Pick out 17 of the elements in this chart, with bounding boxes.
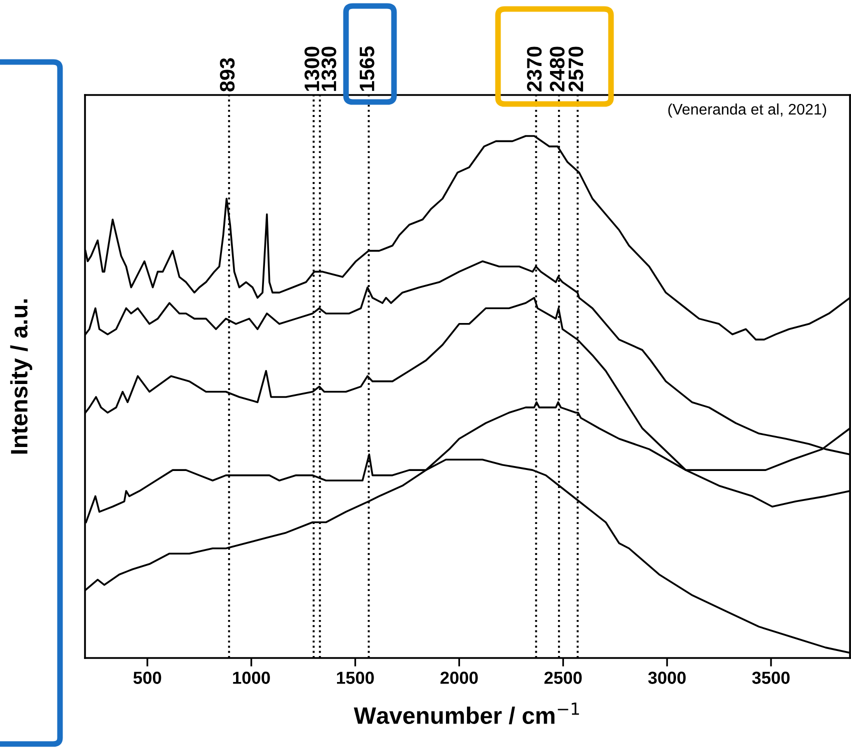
ref-line-label: 1300 <box>304 46 320 91</box>
text: (Veneranda et al, 2021) <box>668 103 826 118</box>
x-tick-label: 1000 <box>233 672 270 684</box>
ref-line-label: 1330 <box>322 46 336 91</box>
ref-line-label: 2480 <box>550 46 565 92</box>
ref-line-label: 2570 <box>568 46 584 92</box>
x-tick-label: 3000 <box>648 672 686 684</box>
y-axis-title: Intensity / a.u. <box>10 299 32 454</box>
ref-line-label: 2370 <box>526 46 542 92</box>
ref-line-label: 1565 <box>360 46 374 91</box>
x-tick-label: 500 <box>133 672 162 684</box>
x-tick-label: 2000 <box>440 672 478 684</box>
x-tick-label: 1500 <box>337 672 374 684</box>
x-axis-title: Wavenumber / cm$^{−1}$ <box>354 702 579 724</box>
x-tick-label: 2500 <box>544 672 582 684</box>
ref-line-label: 893 <box>220 58 235 92</box>
x-tick-label: 3500 <box>752 672 790 684</box>
